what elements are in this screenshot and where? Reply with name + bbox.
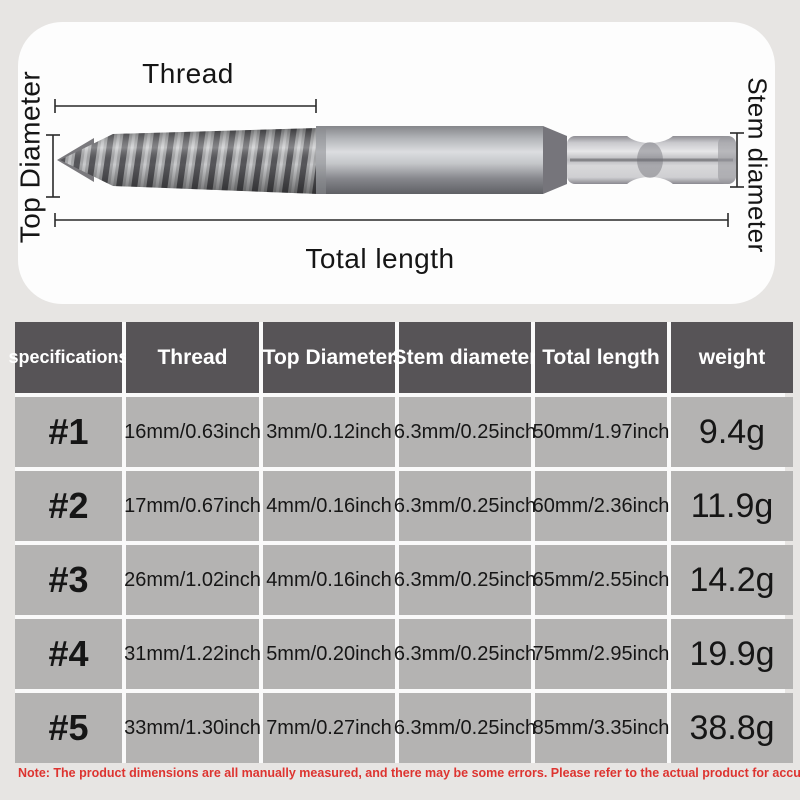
table-header-thread: Thread (126, 322, 259, 393)
stem-diameter-dimension-label: Stem diameter (742, 77, 773, 253)
row5-total-length: 85mm/3.35inch (533, 693, 669, 763)
row2-thread: 17mm/0.67inch (124, 471, 261, 541)
row4-stem-diameter: 6.3mm/0.25inch (394, 619, 536, 689)
total-length-dimension-label: Total length (305, 243, 455, 274)
row5-stem-diameter: 6.3mm/0.25inch (394, 693, 536, 763)
row3-stem-diameter: 6.3mm/0.25inch (394, 545, 536, 615)
table-header-stem-diameter: Stem diameter (393, 322, 537, 393)
row3-total-length: 65mm/2.55inch (533, 545, 669, 615)
row1-top-diameter: 3mm/0.12inch (263, 397, 395, 467)
drill-bit-image (46, 99, 744, 227)
row1-stem-diameter: 6.3mm/0.25inch (394, 397, 536, 467)
row2-top-diameter: 4mm/0.16inch (263, 471, 395, 541)
row1-thread: 16mm/0.63inch (124, 397, 261, 467)
row2-weight: 11.9g (671, 471, 793, 541)
row1-weight: 9.4g (671, 397, 793, 467)
row3-spec: #3 (15, 545, 122, 615)
row4-thread: 31mm/1.22inch (124, 619, 261, 689)
thread-dimension-label: Thread (142, 58, 234, 89)
row3-weight: 14.2g (671, 545, 793, 615)
row1-spec: #1 (15, 397, 122, 467)
row4-total-length: 75mm/2.95inch (533, 619, 669, 689)
measurement-disclaimer-note: Note: The product dimensions are all man… (18, 766, 800, 780)
row5-top-diameter: 7mm/0.27inch (263, 693, 395, 763)
row4-spec: #4 (15, 619, 122, 689)
row2-stem-diameter: 6.3mm/0.25inch (394, 471, 536, 541)
row2-spec: #2 (15, 471, 122, 541)
row4-top-diameter: 5mm/0.20inch (263, 619, 395, 689)
row3-thread: 26mm/1.02inch (124, 545, 261, 615)
row5-weight: 38.8g (671, 693, 793, 763)
top-diameter-dimension-label: Top Diameter (14, 70, 46, 244)
product-diagram-card: Thread Top Diameter Stem diameter Total … (14, 22, 775, 304)
table-header-specifications: specifications (8, 322, 129, 393)
table-header-total-length: Total length (535, 322, 667, 393)
row5-spec: #5 (15, 693, 122, 763)
row2-total-length: 60mm/2.36inch (533, 471, 669, 541)
specifications-table: specifications Thread Top Diameter Stem … (8, 322, 793, 763)
row3-top-diameter: 4mm/0.16inch (263, 545, 395, 615)
row4-weight: 19.9g (671, 619, 793, 689)
table-header-top-diameter: Top Diameter (263, 322, 395, 393)
table-header-weight: weight (671, 322, 793, 393)
row5-thread: 33mm/1.30inch (124, 693, 261, 763)
row1-total-length: 50mm/1.97inch (533, 397, 669, 467)
